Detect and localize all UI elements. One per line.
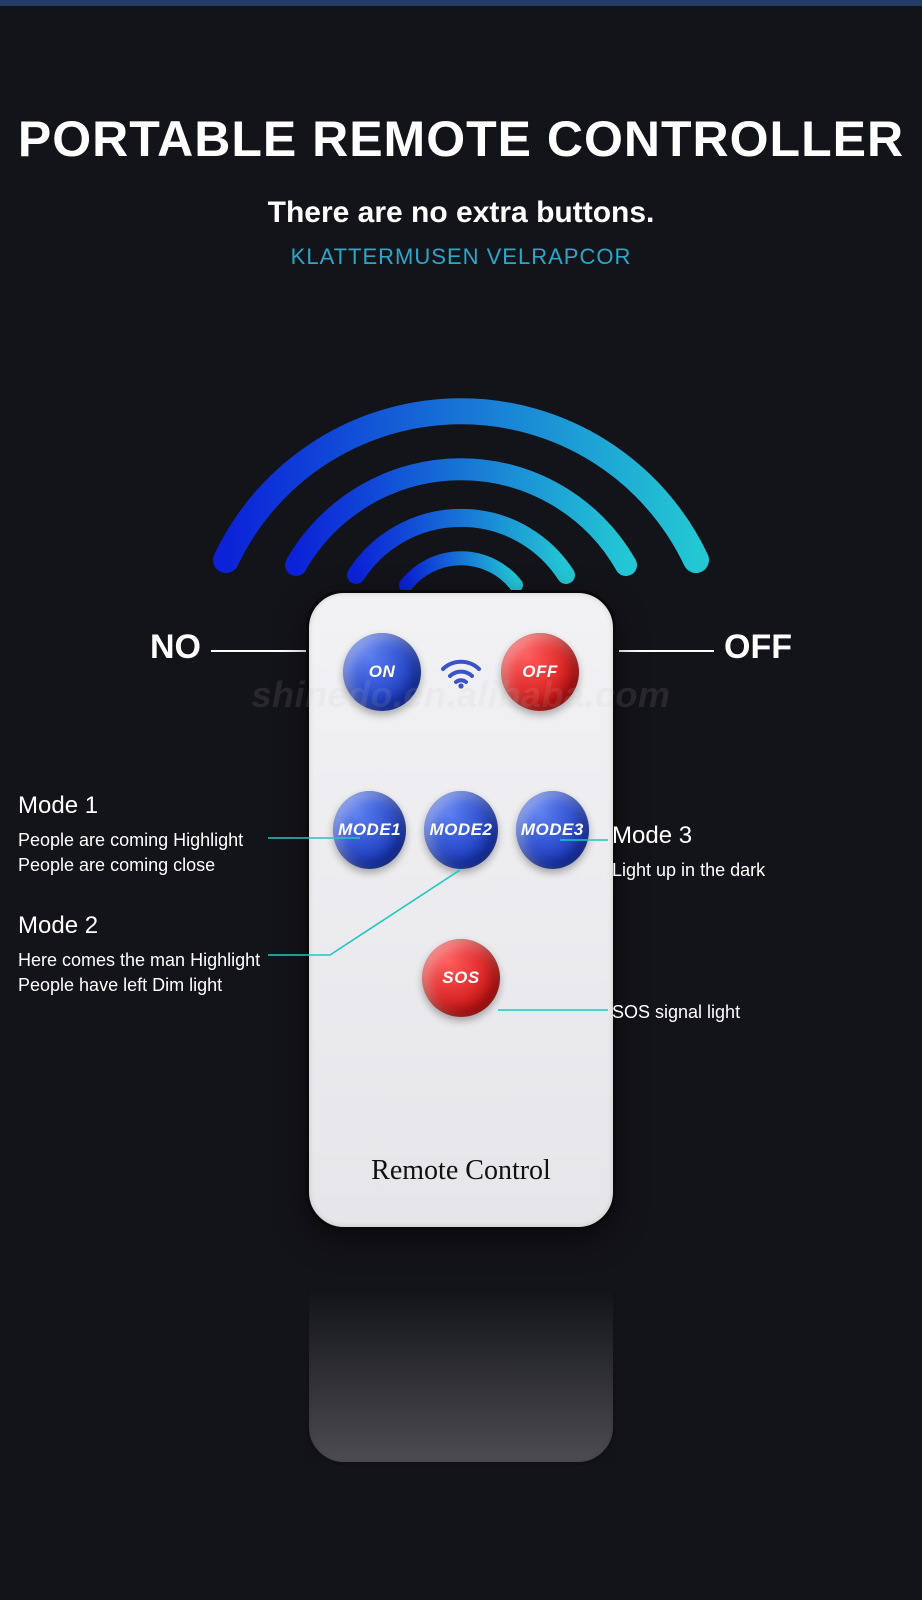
- ext-label-no: NO: [150, 628, 306, 667]
- leader-line: [211, 650, 306, 652]
- annotation-sos: SOS signal light: [612, 1000, 862, 1024]
- ann-title: Mode 1: [18, 790, 298, 822]
- remote-label: Remote Control: [309, 1155, 613, 1187]
- row-power: ON OFF: [333, 633, 589, 711]
- on-button[interactable]: ON: [343, 633, 421, 711]
- remote-body: ON OFF MODE1 MODE2 MODE3 SOS Remote Cont…: [306, 590, 616, 1230]
- row-modes: MODE1 MODE2 MODE3: [333, 791, 589, 869]
- annotation-mode2: Mode 2 Here comes the man Highlight Peop…: [18, 910, 298, 997]
- wifi-icon: [440, 655, 482, 689]
- brand-text: KLATTERMUSEN VELRAPCOR: [0, 244, 922, 270]
- ann-line: SOS signal light: [612, 1000, 862, 1024]
- sos-button[interactable]: SOS: [422, 939, 500, 1017]
- mode2-button[interactable]: MODE2: [424, 791, 497, 869]
- ann-line: People are coming close: [18, 853, 298, 877]
- ann-line: Light up in the dark: [612, 858, 862, 882]
- signal-arcs: [181, 285, 741, 625]
- ann-title: Mode 3: [612, 820, 862, 852]
- annotation-mode1: Mode 1 People are coming Highlight Peopl…: [18, 790, 298, 877]
- ext-off-text: OFF: [724, 628, 792, 667]
- leader-line: [619, 650, 714, 652]
- mode1-button[interactable]: MODE1: [333, 791, 406, 869]
- ann-line: Here comes the man Highlight: [18, 948, 298, 972]
- ann-line: People have left Dim light: [18, 973, 298, 997]
- ext-label-off: OFF: [619, 628, 792, 667]
- annotation-mode3: Mode 3 Light up in the dark: [612, 820, 862, 883]
- mode3-button[interactable]: MODE3: [516, 791, 589, 869]
- remote-reflection: Remote Control: [306, 1245, 616, 1465]
- off-button[interactable]: OFF: [501, 633, 579, 711]
- top-strip: [0, 0, 922, 6]
- page-title: PORTABLE REMOTE CONTROLLER: [0, 110, 922, 168]
- ext-no-text: NO: [150, 628, 201, 667]
- ann-title: Mode 2: [18, 910, 298, 942]
- page-subtitle: There are no extra buttons.: [0, 196, 922, 230]
- row-sos: SOS: [333, 939, 589, 1017]
- header: PORTABLE REMOTE CONTROLLER There are no …: [0, 0, 922, 270]
- ann-line: People are coming Highlight: [18, 828, 298, 852]
